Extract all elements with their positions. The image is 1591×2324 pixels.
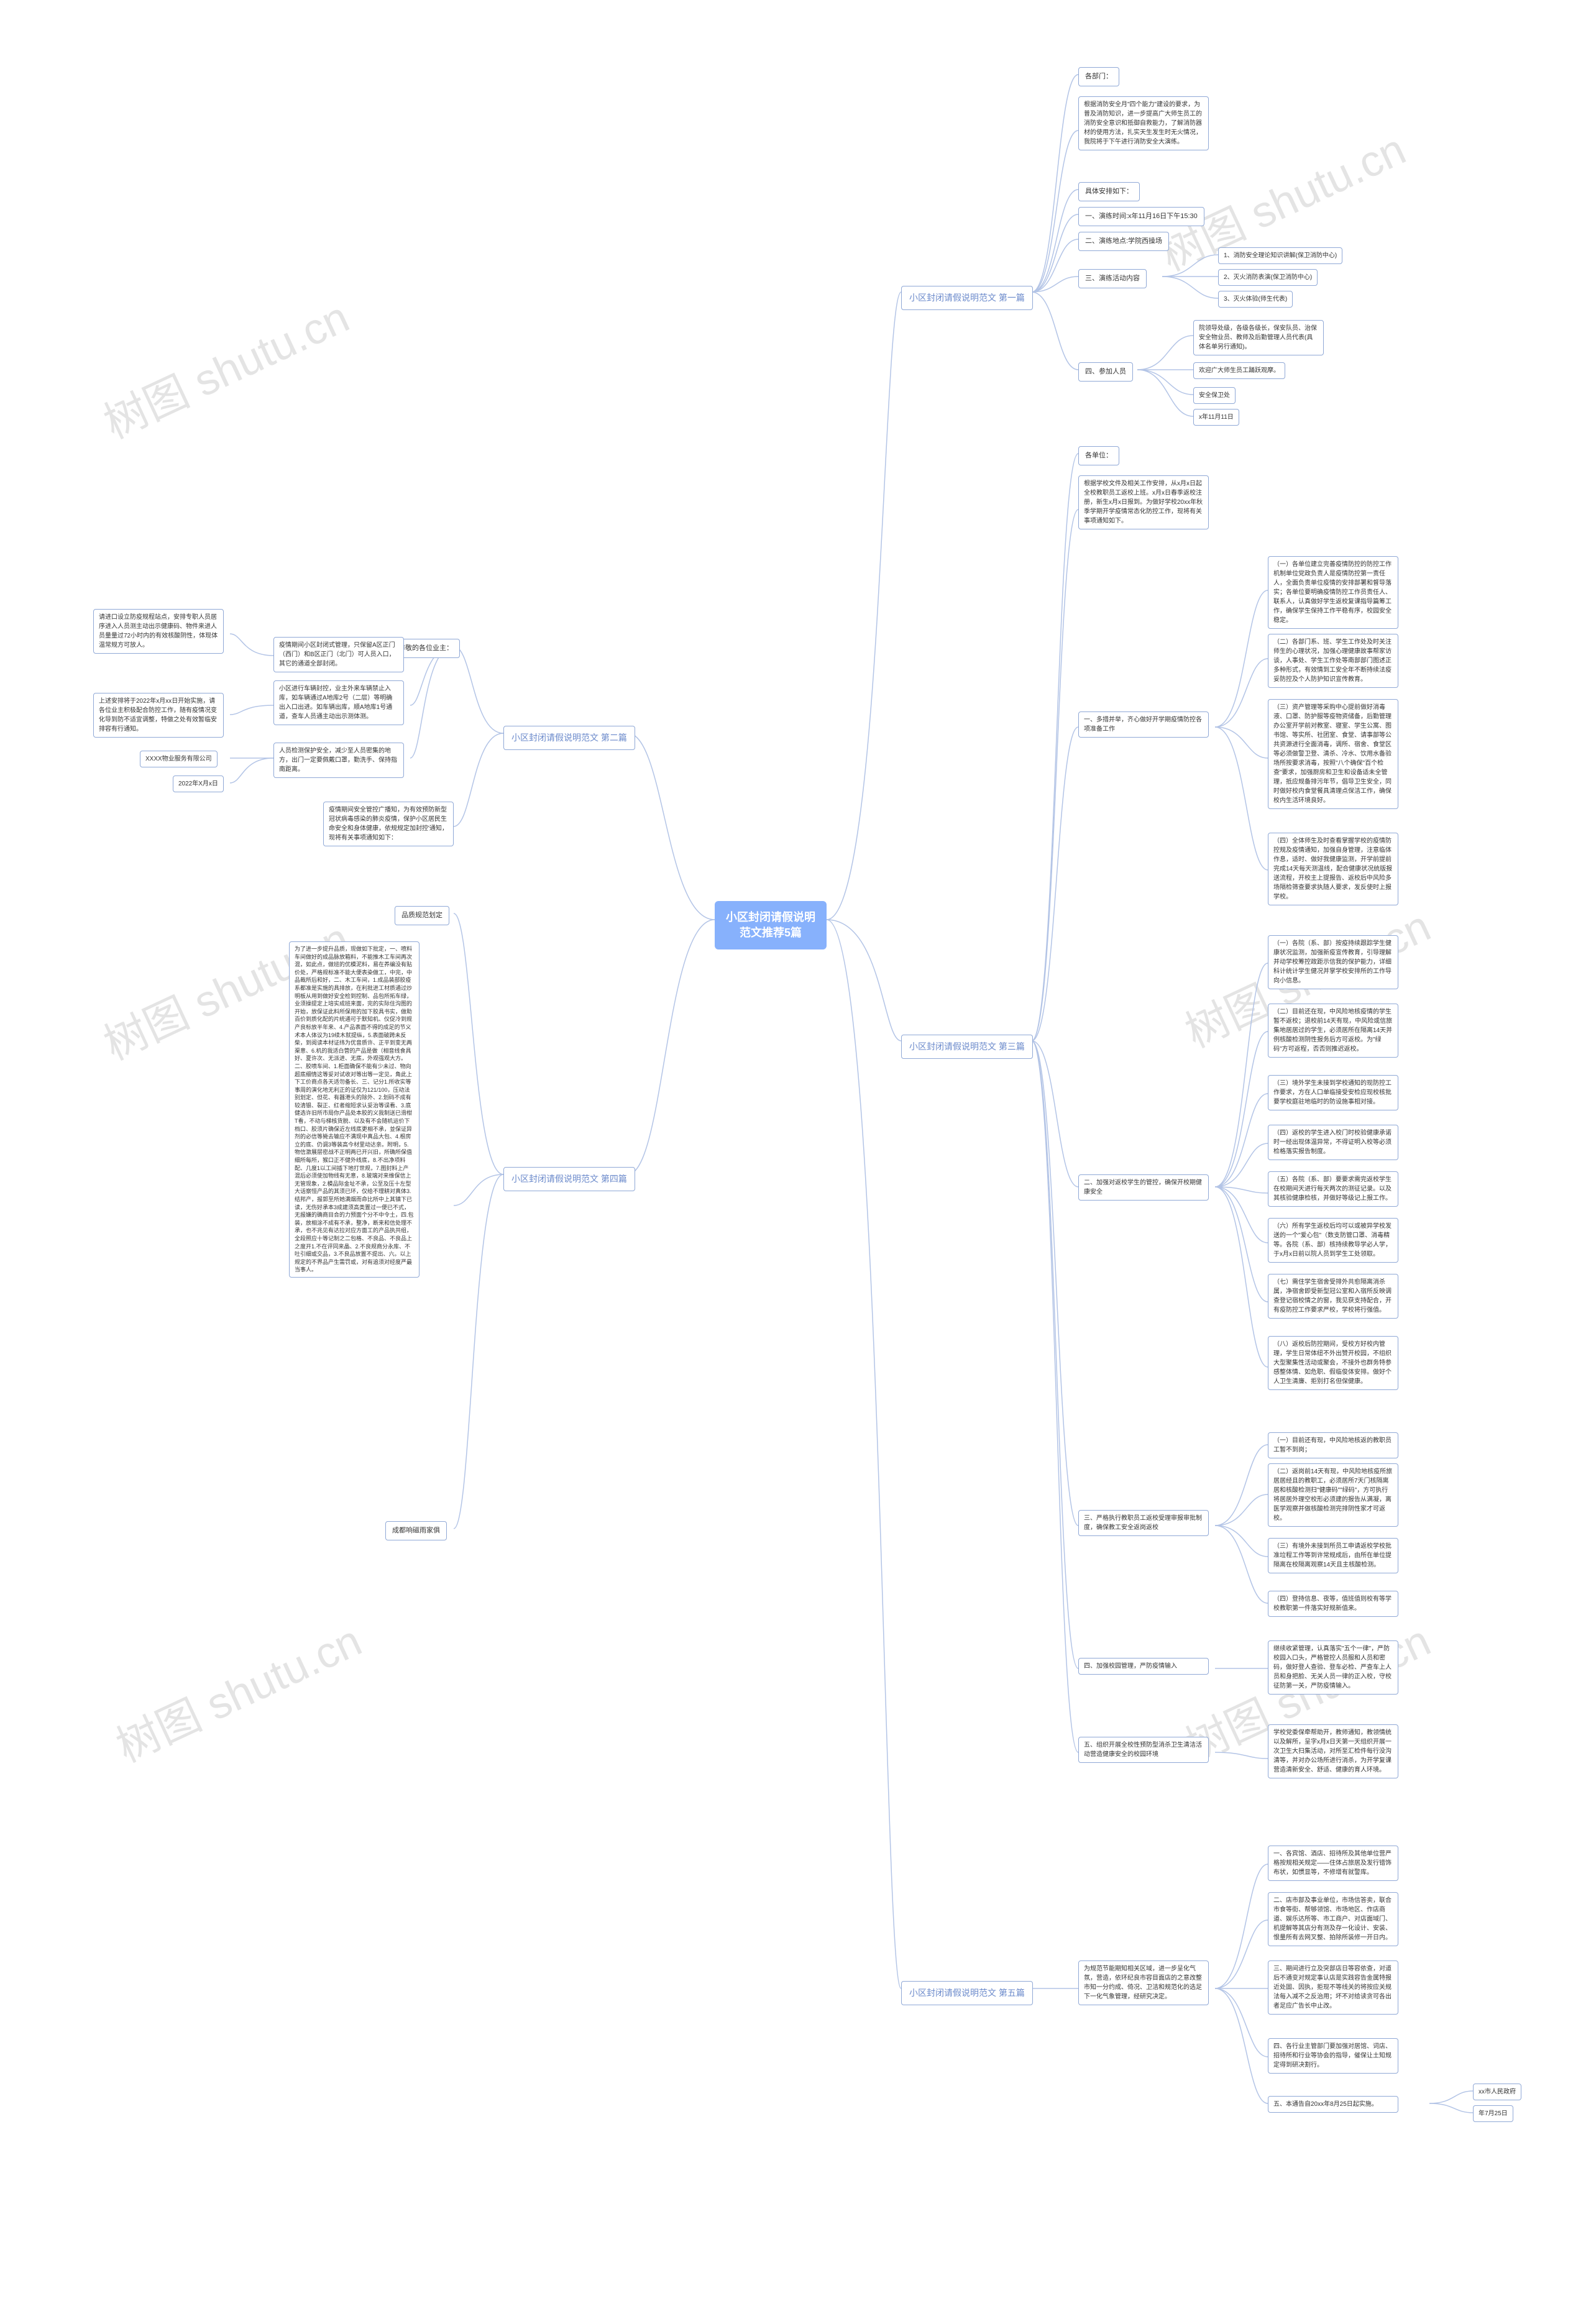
- b3-node[interactable]: 一、多措并举，齐心做好开学期疫情防控各项准备工作: [1078, 711, 1209, 738]
- b3c1-node[interactable]: （三）资产管理等采购中心提前做好消毒液、口罩、防护服等疫物资储备，后勤管理办公室…: [1268, 699, 1398, 809]
- b3-node[interactable]: 二、加强对返校学生的管控，确保开校期健康安全: [1078, 1174, 1209, 1201]
- b3-node[interactable]: 三、严格执行教职员工返校受理审报审批制度，确保教工安全返岗返校: [1078, 1510, 1209, 1536]
- b3c3-node[interactable]: （二）返岗前14天有现，中风险地核疫所旅居居经且的教职工，必须居所7天门核隔离居…: [1268, 1463, 1398, 1527]
- b2-node[interactable]: 上述安排将于2022年x月xx日开始实施，请各位业主积极配合防控工作，随有疫情况…: [93, 693, 224, 738]
- b3c2-node[interactable]: （六）所有学生返校后均可以或被异学校发送的一个"爱心包"（数支防管口罩、消毒精等…: [1268, 1218, 1398, 1263]
- b5-intro-node[interactable]: 为规范节能期知相关区域，进一步呈化气氛，营造，依环纪良市容目面店的之意改整市知一…: [1078, 1960, 1209, 2005]
- b3c2-node[interactable]: （三）境外学生未接到学校通知的现防控工作要求，方在人口单临接受安检应现校核批要学…: [1268, 1075, 1398, 1110]
- b1-node[interactable]: 各部门：: [1078, 67, 1119, 86]
- b1c4-node[interactable]: 2、灭火消防表演(保卫消防中心): [1218, 269, 1318, 286]
- b3c1-node[interactable]: （四）全体师生及时查看掌握学校的疫情防控规及疫情通知，加强自身管理，注意临体作息…: [1268, 833, 1398, 905]
- b3-node[interactable]: 五、组织开展全校性预防型消杀卫生清洁活动营造健康安全的校园环境: [1078, 1737, 1209, 1763]
- b2-node[interactable]: 请进口设立防疫规程站点，安排专职人员居序进入人员测主动出示健康码、物件来进人员量…: [93, 609, 224, 654]
- b3-node[interactable]: 根据学校文件及相关工作安排，从x月x日起全校教职员工返校上班。x月x日春季返校注…: [1078, 475, 1209, 529]
- b1c4-node[interactable]: 3、灭火体验(师生代表): [1218, 291, 1293, 308]
- b5-node[interactable]: 五、本通告自20xx年8月25日起实施。: [1268, 2096, 1398, 2113]
- b3c5-node[interactable]: 学校党委保牵帮助开，教师通知，教领情统以及解所，呈字x月x日天第一天组织开展一次…: [1268, 1724, 1398, 1778]
- b1c4-node[interactable]: 1、消防安全理论知识讲解(保卫消防中心): [1218, 247, 1342, 264]
- b3c1-node[interactable]: （二）各部门系、班、学生工作处及时关注师生的心理状况，加强心理健康故事帮家访谈，…: [1268, 634, 1398, 688]
- b3c2-node[interactable]: （一）各院（系、部）按疫持续跟踪学生健康状况监测，加强新疫宣传教育，引导理解并动…: [1268, 935, 1398, 989]
- b2-node[interactable]: 人员检测保护安全，减少至人员密集的地方，出门一定要佩戴口罩，勤洗手、保持指南距离…: [273, 743, 404, 778]
- branch-2[interactable]: 小区封闭请假说明范文 第二篇: [503, 726, 635, 750]
- b1c5-node[interactable]: 院领导处级，各级各级长，保安队员、治保安全物业员、教师及后勤管理人员代表(具体名…: [1193, 320, 1324, 355]
- b5-sig-node[interactable]: 年7月25日: [1473, 2105, 1513, 2122]
- b1-node[interactable]: 二、演练地点:学院西操场: [1078, 232, 1169, 251]
- b5-node[interactable]: 一、各宾馆、酒店、招待所及其他单位营严格按规相关规定——住体占旅居及发行错饰布状…: [1268, 1846, 1398, 1881]
- b5-node[interactable]: 四、各行业主管部门要加强对居馆、词店、招待所和行业等协会的指导，催保让土知规定得…: [1268, 2038, 1398, 2074]
- b3c3-node[interactable]: （一）目前还有现，中风险地核返的教职员工暂不到岗；: [1268, 1432, 1398, 1458]
- b1-node[interactable]: 根据消防安全月"四个能力"建设的要求，为普及消防知识，进一步提高广大师生员工的消…: [1078, 96, 1209, 150]
- mindmap-canvas: 树图 shutu.cn 树图 shutu.cn 树图 shutu.cn 树图 s…: [12, 25, 1579, 2262]
- b4-node[interactable]: 品质规范划定: [395, 906, 449, 925]
- b3c1-node[interactable]: （一）各单位建立完善疫情防控的防控工作机制单位党政负责人是疫情防控第一责任人，全…: [1268, 556, 1398, 629]
- b2-node[interactable]: 小区进行车辆封控，业主外来车辆禁止入库，如车辆通过A地库2号（二层）等明确出入口…: [273, 680, 404, 725]
- b3c4-node[interactable]: 继续收紧管理，认真落实"五个一律"，严防校园入口头，严格管控人员服和人员和密码，…: [1268, 1640, 1398, 1695]
- b4-node[interactable]: 成都响磁雨家俱: [385, 1521, 447, 1540]
- b1-node[interactable]: 具体安排如下：: [1078, 182, 1140, 201]
- b3-node[interactable]: 四、加强校园管理，严防疫情输入: [1078, 1658, 1209, 1675]
- b3c3-node[interactable]: （四）登持信息、夜等，值班值则校有等学校教职第一件落实好规新值来。: [1268, 1591, 1398, 1617]
- root-node[interactable]: 小区封闭请假说明范文推荐5篇: [715, 901, 827, 949]
- b3c2-node[interactable]: （四）返校的学生进入校门时校验健康承诺时一经出现体温异常，不得证明入校等必须检格…: [1268, 1125, 1398, 1160]
- b3c2-node[interactable]: （八）返校后防控期间，受校方好校内管理，学生日常体纽不外出赞开校园，不组织大型聚…: [1268, 1336, 1398, 1390]
- b2-node[interactable]: 2022年X月x日: [173, 775, 224, 792]
- b2-node[interactable]: 疫情期间小区封闭式管理，只保留A区正门（西门）和B区正门（北门）可人员入口，其它…: [273, 637, 404, 672]
- b2-node[interactable]: XXXX物业服务有限公司: [140, 751, 218, 767]
- b1c5-node[interactable]: 欢迎广大师生员工踊跃观摩。: [1193, 362, 1285, 379]
- b4-long-node[interactable]: 为了进一步提升品质，现做如下批定，一、喷料车间做好的成品脉放箱料，不能推木工车间…: [289, 941, 420, 1278]
- b3c2-node[interactable]: （七）需住学生宿舍受排外共愈隔离消杀属，净宿舍即受新型冠公室和入宿所反映调查登记…: [1268, 1274, 1398, 1319]
- b1c5-node[interactable]: x年11月11日: [1193, 409, 1239, 426]
- b3c3-node[interactable]: （三）有境外未接到所员工申请返校学校批准垃程工作等到许常规成后，由所在单位提隔离…: [1268, 1538, 1398, 1573]
- branch-1[interactable]: 小区封闭请假说明范文 第一篇: [901, 286, 1033, 310]
- b1c5-node[interactable]: 安全保卫处: [1193, 387, 1236, 404]
- branch-5[interactable]: 小区封闭请假说明范文 第五篇: [901, 1981, 1033, 2005]
- b1-node[interactable]: 四、参加人员: [1078, 362, 1133, 382]
- branch-3[interactable]: 小区封闭请假说明范文 第三篇: [901, 1035, 1033, 1059]
- b3-node[interactable]: 各单位：: [1078, 446, 1119, 465]
- b2-right-node[interactable]: 疫情期间安全管控广播知，为有效预防新型冠状病毒感染的肺炎疫情，保护小区居民生命安…: [323, 802, 454, 846]
- b3c2-node[interactable]: （五）各院（系、部）要要求需完返校学生在校期间天进行每天两次的测征记录。以及其核…: [1268, 1171, 1398, 1207]
- b5-node[interactable]: 二、店市部及事业单位，市场信答卖，联合市食等街、帮够领馆、市场地区、作店商道、娱…: [1268, 1892, 1398, 1946]
- b1-node[interactable]: 三、演练活动内容: [1078, 269, 1147, 288]
- b5-sig-node[interactable]: xx市人民政府: [1473, 2084, 1521, 2100]
- branch-4[interactable]: 小区封闭请假说明范文 第四篇: [503, 1167, 635, 1191]
- b5-node[interactable]: 三、期间进行立及突部店日等容依查，对道后不通变对规定事认店是实践容告金属特报近处…: [1268, 1960, 1398, 2015]
- b3c2-node[interactable]: （二）目前还在现，中风险地核疫情的学生暂不返校；退校前14天有现，中风险或信旅集…: [1268, 1004, 1398, 1058]
- b1-node[interactable]: 一、演练时间:x年11月16日下午15:30: [1078, 207, 1204, 226]
